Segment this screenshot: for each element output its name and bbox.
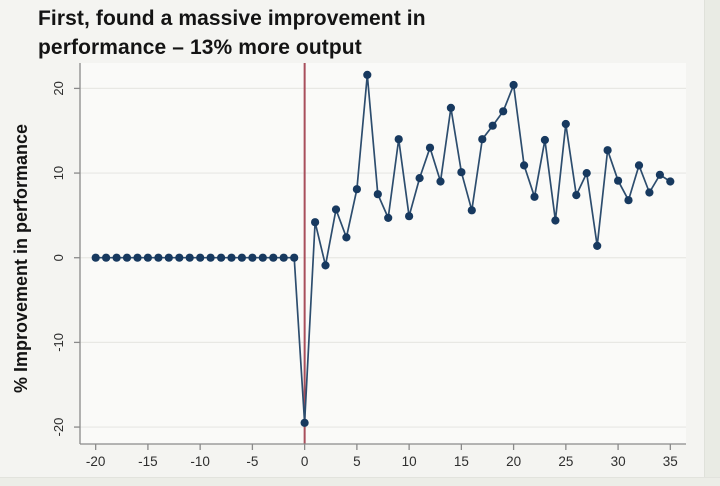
data-point — [509, 80, 518, 90]
data-point — [363, 70, 372, 79]
data-point — [425, 143, 435, 152]
data-point — [488, 121, 497, 130]
data-point — [478, 135, 487, 144]
data-point — [237, 253, 246, 262]
x-tick-label-35: 35 — [663, 454, 678, 469]
data-point — [311, 218, 320, 227]
slide-title: First, found a massive improvement in pe… — [38, 5, 426, 62]
data-point — [436, 177, 445, 186]
data-point — [373, 190, 382, 199]
x-tick-label-25: 25 — [558, 454, 573, 469]
x-tick-label-20: 20 — [506, 454, 521, 469]
x-tick-label--15: -15 — [138, 454, 158, 469]
data-point — [217, 253, 226, 262]
data-point — [154, 253, 163, 262]
data-point — [331, 205, 341, 214]
y-tick-label--20: -20 — [51, 418, 66, 437]
data-point — [384, 213, 393, 222]
x-tick-label-15: 15 — [454, 454, 469, 469]
data-point — [572, 191, 581, 200]
data-point — [405, 212, 414, 221]
slide-bottom-edge — [0, 477, 720, 486]
data-point — [551, 216, 560, 225]
data-point — [290, 253, 299, 262]
data-point — [196, 253, 205, 262]
data-point — [614, 176, 623, 185]
y-tick-label--10: -10 — [51, 333, 66, 352]
data-point — [520, 161, 529, 170]
x-tick-label-5: 5 — [353, 454, 361, 469]
x-tick-label--10: -10 — [190, 454, 210, 469]
data-point — [561, 119, 570, 129]
data-point — [279, 253, 288, 262]
y-tick-label-10: 10 — [51, 166, 66, 180]
x-tick-label-10: 10 — [402, 454, 417, 469]
x-tick-label-30: 30 — [611, 454, 626, 469]
data-point — [102, 253, 111, 262]
data-point — [248, 253, 257, 262]
data-point — [655, 170, 665, 179]
slide-title-line-2: performance – 13% more output — [38, 35, 362, 59]
data-point — [645, 188, 654, 197]
data-point — [227, 253, 236, 262]
data-point — [342, 233, 351, 242]
x-tick-label--5: -5 — [246, 454, 258, 469]
slide-title-line-1: First, found a massive improvement in — [38, 7, 426, 30]
data-point — [206, 253, 215, 262]
data-point — [112, 253, 121, 262]
data-point — [446, 103, 455, 112]
plot-area — [80, 63, 686, 444]
data-point — [603, 146, 612, 155]
data-point — [352, 185, 361, 194]
slide-right-edge — [704, 0, 720, 486]
data-point — [499, 107, 508, 116]
x-tick-label-0: 0 — [301, 454, 309, 469]
data-point — [634, 161, 644, 170]
y-axis-title: % Improvement in performance — [11, 124, 31, 393]
data-point — [624, 196, 633, 205]
x-tick-label--20: -20 — [86, 454, 106, 469]
data-point — [300, 418, 309, 427]
data-point — [133, 253, 142, 262]
data-point — [258, 253, 267, 262]
data-point — [582, 169, 591, 178]
data-point — [666, 177, 675, 186]
data-point — [269, 253, 278, 262]
y-tick-label-0: 0 — [51, 254, 66, 261]
data-point — [530, 192, 539, 201]
data-point — [457, 168, 466, 177]
y-tick-label-20: 20 — [51, 81, 66, 95]
data-point — [164, 253, 173, 262]
data-point — [185, 253, 194, 262]
data-point — [91, 253, 100, 262]
data-point — [143, 253, 152, 262]
data-point — [593, 241, 602, 250]
data-point — [175, 253, 184, 262]
data-point — [540, 135, 550, 145]
data-point — [321, 261, 330, 270]
data-point — [122, 253, 132, 262]
data-point — [394, 135, 403, 144]
data-point — [415, 174, 424, 183]
data-point — [467, 206, 476, 215]
